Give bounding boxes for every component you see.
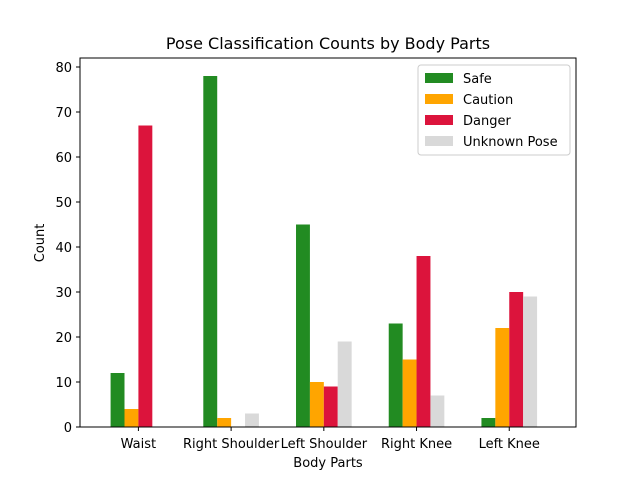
plot-frame (79, 57, 577, 428)
axes-group: Waist Right Shoulder Left Shoulder Right Kn… (55, 57, 577, 452)
legend-swatch (425, 136, 453, 146)
bar-danger-waist (138, 125, 153, 427)
legend-label: Safe (463, 72, 492, 87)
y-tick-label: 50 (55, 196, 72, 211)
x-tick-label: Waist (121, 437, 156, 452)
y-tick-label: 60 (55, 151, 72, 166)
bar-unknown-pose-left-shoulder (337, 341, 352, 427)
legend-label: Danger (463, 114, 511, 129)
bar-safe-right-shoulder (203, 76, 218, 427)
bar-caution-left-shoulder (309, 382, 324, 427)
legend-label: Caution (463, 93, 513, 108)
legend-label: Unknown Pose (463, 135, 558, 150)
y-tick-label: 10 (55, 376, 72, 391)
x-tick-label: Left Knee (479, 437, 540, 452)
bar-unknown-pose-right-shoulder (245, 413, 259, 427)
x-tick-label: Left Shoulder (281, 437, 368, 452)
bar-danger-left-knee (509, 292, 524, 427)
bar-caution-right-knee (402, 359, 417, 427)
chart-title: Pose Classification Counts by Body Parts (166, 34, 490, 53)
bar-safe-left-knee (481, 418, 496, 427)
legend-box (417, 64, 571, 156)
bar-unknown-pose-right-knee (430, 395, 445, 427)
bar-danger-right-knee (416, 256, 431, 427)
x-tick-label: Right Knee (381, 437, 452, 452)
y-tick-label: 0 (64, 421, 72, 436)
legend-swatch (425, 115, 453, 125)
bar-safe-waist (110, 373, 125, 427)
bar-safe-right-knee (388, 323, 403, 427)
y-tick-label: 80 (55, 61, 72, 76)
y-tick-label: 70 (55, 106, 72, 121)
legend-swatch (425, 73, 453, 83)
bar-safe-left-shoulder (296, 224, 310, 427)
y-axis-title: Count (33, 224, 48, 263)
y-tick-label: 30 (55, 286, 72, 301)
legend: Safe Caution Danger Unknown Pose (417, 64, 571, 156)
y-tick-label: 40 (55, 241, 72, 256)
legend-swatch (425, 94, 453, 104)
y-tick-label: 20 (55, 331, 72, 346)
bar-caution-right-shoulder (217, 418, 232, 427)
bars-group (110, 76, 538, 427)
x-tick-label: Right Shoulder (183, 437, 280, 452)
bar-caution-waist (124, 409, 139, 427)
x-axis-title: Body Parts (293, 456, 363, 471)
bar-caution-left-knee (495, 328, 510, 427)
bar-danger-left-shoulder (323, 386, 338, 427)
bar-unknown-pose-left-knee (523, 296, 538, 427)
